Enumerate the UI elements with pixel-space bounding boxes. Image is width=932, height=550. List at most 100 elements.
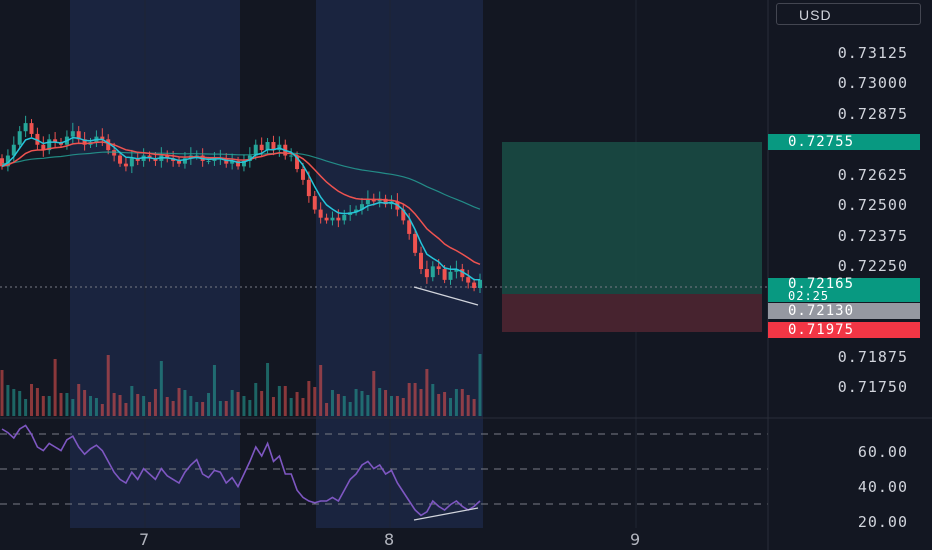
candle (123, 157, 128, 172)
rsi-axis-label: 20.00 (857, 513, 908, 531)
volume-bar (236, 392, 240, 416)
volume-bar (260, 391, 264, 416)
candle-body (17, 131, 22, 145)
volume-bar (47, 396, 51, 416)
candle (5, 149, 10, 172)
volume-bar (207, 393, 211, 416)
entry-price-tag[interactable]: 0.72130 (768, 303, 920, 319)
candle-body (23, 123, 28, 132)
candle (430, 261, 435, 282)
volume-bar (94, 398, 98, 416)
candle-body (29, 123, 34, 134)
volume-bar (165, 397, 169, 416)
ema-long-line (1, 151, 481, 210)
volume-bar (372, 371, 376, 416)
volume-bar (6, 385, 10, 416)
candle-body (424, 269, 429, 278)
candle-body (236, 160, 241, 167)
volume-bar (366, 395, 370, 416)
volume-bar (183, 390, 187, 416)
volume-bar (437, 394, 441, 416)
currency-button[interactable]: USD (776, 3, 921, 25)
volume-bar (283, 386, 287, 416)
volume-bars (0, 354, 482, 416)
volume-bar (212, 365, 216, 416)
candle-body (11, 144, 16, 156)
take-profit-price-tag[interactable]: 0.72755 (768, 134, 920, 150)
volume-bar (271, 397, 275, 416)
stop-loss-price-tag[interactable]: 0.71975 (768, 322, 920, 338)
volume-bar (224, 401, 228, 416)
candle-body (253, 144, 258, 156)
candle-body (306, 179, 311, 197)
candle (29, 119, 34, 138)
date-label: 9 (630, 530, 641, 549)
volume-bar (230, 390, 234, 416)
ema-fast-line (1, 136, 481, 281)
candle (359, 197, 364, 215)
candle (271, 135, 276, 156)
volume-bar (454, 389, 458, 416)
candle (401, 204, 406, 225)
candle (365, 190, 370, 211)
current-price-value: 0.72165 (788, 276, 855, 292)
candle (100, 128, 105, 147)
volume-bar (254, 383, 258, 416)
candle (241, 154, 246, 172)
candle-body (478, 279, 482, 288)
volume-bar (41, 396, 45, 416)
price-divergence-line[interactable] (413, 286, 479, 306)
candle-body (118, 155, 123, 164)
volume-bar (277, 386, 281, 416)
volume-bar (77, 384, 81, 416)
volume-bar (425, 369, 429, 416)
rsi-bands (0, 433, 768, 505)
candle-body (47, 139, 52, 151)
candle (41, 136, 46, 157)
volume-bar (448, 398, 452, 416)
stop-loss-zone[interactable] (502, 294, 762, 332)
candle-body (365, 198, 370, 205)
date-label: 7 (139, 530, 150, 549)
volume-bar (413, 383, 417, 416)
volume-bar (378, 388, 382, 416)
volume-bar (395, 396, 399, 416)
candle-body (265, 142, 270, 151)
candle-body (147, 155, 152, 159)
current-price-tag[interactable]: 0.72165 02:25 (768, 276, 920, 303)
ema-slow-line (1, 141, 481, 265)
volume-bar (354, 389, 358, 416)
candle-body (5, 155, 10, 167)
candle-body (100, 136, 105, 140)
take-profit-zone[interactable] (502, 142, 762, 294)
candle-body (318, 209, 323, 218)
candle (342, 209, 347, 225)
candle-body (129, 158, 134, 167)
candle-body (436, 266, 441, 270)
candle (247, 147, 252, 168)
candle-body (106, 139, 111, 151)
volume-bar (195, 402, 199, 416)
candle (17, 126, 22, 149)
bar-countdown: 02:25 (788, 289, 830, 303)
candle-body (401, 209, 406, 221)
price-axis-label: 0.73125 (837, 44, 908, 62)
candle (289, 148, 294, 162)
volume-bar (313, 387, 317, 416)
volume-bar (266, 363, 270, 416)
candle-body (336, 217, 341, 221)
candle-body (289, 155, 294, 157)
session-highlights (70, 0, 483, 528)
volume-bar (35, 388, 39, 416)
candle-body (230, 160, 235, 164)
rsi-line (1, 424, 481, 517)
rsi-divergence-line[interactable] (413, 507, 479, 521)
price-axis-label: 0.72625 (837, 166, 908, 184)
candle-body (165, 155, 170, 159)
volume-bar (407, 383, 411, 416)
candle-body (0, 158, 4, 167)
candle-body (300, 169, 305, 180)
candle-body (259, 144, 264, 151)
volume-bar (384, 390, 388, 416)
